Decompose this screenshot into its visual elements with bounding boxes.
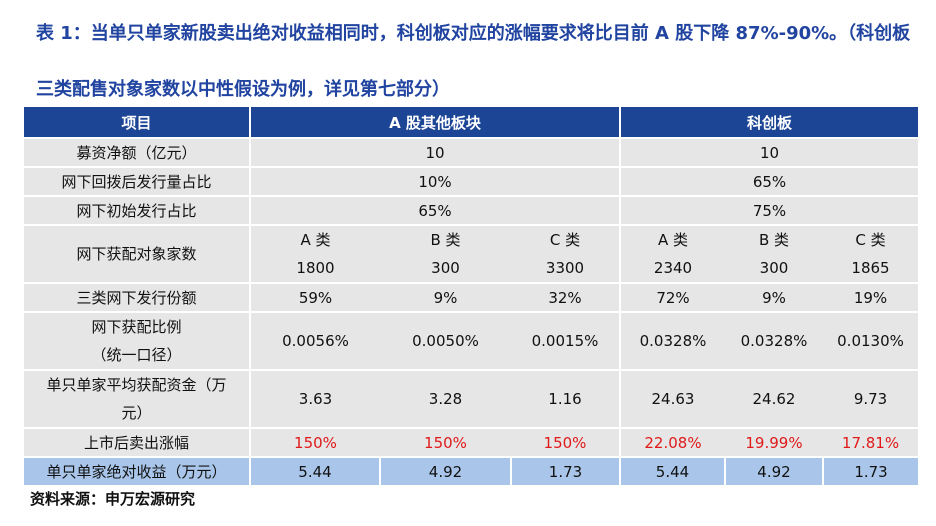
cell: 5.44: [250, 456, 381, 485]
cell: 0.0328%: [725, 311, 823, 370]
table-row: 单只单家平均获配资金（万 元） 3.63 3.28 1.16 24.63 24.6…: [24, 369, 919, 428]
class-label: A 类: [657, 231, 689, 249]
cell: 150%: [511, 427, 621, 457]
cell: A 类 2340: [620, 224, 725, 283]
row-label: 三类网下发行份额: [24, 282, 251, 312]
cell: A 类 1800: [250, 224, 380, 283]
row-label: 上市后卖出涨幅: [24, 427, 251, 457]
table-row: 募资净额（亿元） 10 10: [24, 137, 919, 167]
cell: 75%: [620, 195, 919, 225]
cell: 0.0015%: [511, 311, 621, 370]
cell: 3.63: [250, 369, 380, 428]
cell: 1.16: [511, 369, 621, 428]
header-star-market: 科创板: [620, 107, 919, 138]
row-label-line2: 元）: [121, 404, 152, 422]
class-label: B 类: [758, 231, 790, 249]
cell: 32%: [511, 282, 621, 312]
row-label-line2: （统一口径）: [91, 346, 182, 364]
cell-value: 300: [759, 259, 789, 277]
cell: 0.0050%: [380, 311, 511, 370]
cell: 5.44: [620, 456, 726, 485]
cell: 19.99%: [725, 427, 823, 457]
cell: 65%: [250, 195, 621, 225]
row-label: 单只单家平均获配资金（万 元）: [24, 369, 251, 428]
cell: 59%: [250, 282, 380, 312]
cell: 24.63: [620, 369, 725, 428]
cell: 3.28: [380, 369, 511, 428]
row-label: 募资净额（亿元）: [24, 137, 251, 167]
cell: 10: [250, 137, 621, 167]
row-label: 网下获配比例 （统一口径）: [24, 311, 251, 370]
class-label: A 类: [300, 231, 331, 249]
cell: 0.0056%: [250, 311, 380, 370]
table-row: 网下回拨后发行量占比 10% 65%: [24, 166, 919, 196]
header-a-share: A 股其他板块: [250, 107, 621, 138]
class-label: C 类: [855, 231, 886, 249]
total-row: 单只单家绝对收益（万元） 5.44 4.92 1.73 5.44 4.92 1.…: [24, 456, 919, 485]
header-item: 项目: [24, 107, 251, 138]
cell: 4.92: [380, 456, 512, 485]
cell: 9%: [725, 282, 823, 312]
cell: 150%: [250, 427, 380, 457]
cell: 24.62: [725, 369, 823, 428]
cell: 72%: [620, 282, 725, 312]
cell-value: 2340: [653, 259, 693, 277]
table-row: 网下获配对象家数 A 类 1800 B 类 300 C 类 3300 A 类 2340 …: [24, 224, 919, 283]
class-label: B 类: [430, 231, 461, 249]
source-note: 资料来源：申万宏源研究: [30, 490, 196, 508]
cell: 0.0130%: [823, 311, 919, 370]
table-title: 表 1：当单只单家新股卖出绝对收益相同时，科创板对应的涨幅要求将比目前 A 股下…: [36, 23, 911, 100]
cell: B 类 300: [380, 224, 511, 283]
cell-value: 300: [431, 259, 460, 277]
row-label: 单只单家绝对收益（万元）: [24, 456, 251, 485]
cell: B 类 300: [725, 224, 823, 283]
cell: 19%: [823, 282, 919, 312]
row-label: 网下初始发行占比: [24, 195, 251, 225]
cell: 1.73: [823, 456, 919, 485]
row-label: 网下回拨后发行量占比: [24, 166, 251, 196]
table-row: 三类网下发行份额 59% 9% 32% 72% 9% 19%: [24, 282, 919, 312]
cell: 1.73: [511, 456, 621, 485]
row-label-line1: 网下获配比例: [91, 318, 182, 336]
cell-value: 3300: [545, 259, 585, 277]
cell: 22.08%: [620, 427, 725, 457]
cell-value: 1865: [851, 259, 890, 277]
cell: 4.92: [725, 456, 824, 485]
cell: 65%: [620, 166, 919, 196]
cell: 10%: [250, 166, 621, 196]
cell: 10: [620, 137, 919, 167]
cell: 17.81%: [823, 427, 919, 457]
cell-value: 1800: [296, 259, 335, 277]
table-row: 网下获配比例 （统一口径） 0.0056% 0.0050% 0.0015% 0.0…: [24, 311, 919, 370]
cell: 9.73: [823, 369, 919, 428]
header-row: 项目 A 股其他板块 科创板: [24, 107, 919, 138]
cell: 9%: [380, 282, 511, 312]
table-row: 网下初始发行占比 65% 75%: [24, 195, 919, 225]
cell: 0.0328%: [620, 311, 725, 370]
comparison-table: 项目 A 股其他板块 科创板 募资净额（亿元） 10 10 网下回拨后发行量占比…: [24, 107, 919, 485]
cell: C 类 3300: [511, 224, 621, 283]
row-label: 网下获配对象家数: [24, 224, 251, 283]
table-row: 上市后卖出涨幅 150% 150% 150% 22.08% 19.99% 17.…: [24, 427, 919, 457]
cell: C 类 1865: [823, 224, 919, 283]
class-label: C 类: [549, 231, 581, 249]
row-label-line1: 单只单家平均获配资金（万: [46, 376, 227, 394]
cell: 150%: [380, 427, 511, 457]
